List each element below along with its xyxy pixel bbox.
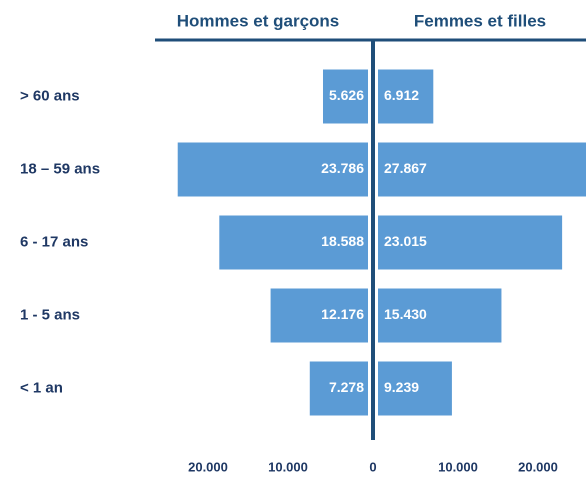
bar bbox=[378, 69, 434, 124]
bar bbox=[309, 361, 368, 416]
bar bbox=[322, 69, 368, 124]
bar bbox=[270, 288, 368, 343]
value-label: 9.239 bbox=[384, 379, 419, 395]
bar bbox=[378, 215, 563, 270]
value-label: 18.588 bbox=[321, 233, 364, 249]
value-label: 15.430 bbox=[384, 306, 427, 322]
value-label: 5.626 bbox=[329, 87, 364, 103]
x-tick-label: 20.000 bbox=[518, 459, 558, 474]
value-label: 7.278 bbox=[329, 379, 364, 395]
value-label: 27.867 bbox=[384, 160, 427, 176]
x-tick-label: 0 bbox=[369, 459, 376, 474]
bar bbox=[378, 288, 502, 343]
x-tick-label: 10.000 bbox=[438, 459, 478, 474]
category-label: 1 - 5 ans bbox=[20, 306, 80, 323]
category-label: 6 - 17 ans bbox=[20, 233, 88, 250]
value-label: 23.015 bbox=[384, 233, 427, 249]
bar bbox=[378, 142, 586, 197]
legend-label: Femmes et filles bbox=[414, 11, 546, 30]
value-label: 23.786 bbox=[321, 160, 364, 176]
value-label: 6.912 bbox=[384, 87, 419, 103]
category-label: 18 – 59 ans bbox=[20, 160, 100, 177]
bar bbox=[378, 361, 452, 416]
value-label: 12.176 bbox=[321, 306, 364, 322]
category-label: > 60 ans bbox=[20, 87, 80, 104]
bar bbox=[219, 215, 368, 270]
bar bbox=[177, 142, 368, 197]
x-tick-label: 20.000 bbox=[188, 459, 228, 474]
x-tick-label: 10.000 bbox=[268, 459, 308, 474]
category-label: < 1 an bbox=[20, 379, 63, 396]
legend-label: Hommes et garçons bbox=[177, 11, 340, 30]
